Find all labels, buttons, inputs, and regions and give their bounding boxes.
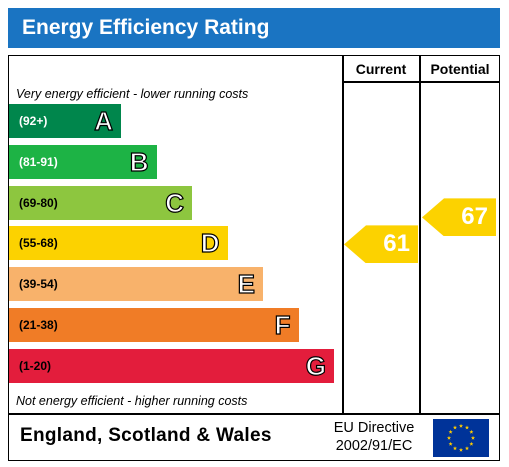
band-letter: G: [305, 350, 326, 381]
eu-star-icon: [448, 429, 453, 434]
band-letter: A: [94, 105, 114, 136]
eu-star-icon: [464, 425, 470, 430]
band-letter: C: [165, 187, 185, 218]
band-d: (55-68) D: [9, 226, 228, 261]
current-column-divider: [342, 55, 344, 414]
footer-country: England, Scotland & Wales: [20, 425, 272, 446]
eu-flag-icon: [433, 419, 489, 457]
eu-directive: EU Directive 2002/91/EC: [322, 419, 426, 455]
eu-star-icon: [452, 425, 458, 430]
eu-star-icon: [448, 441, 453, 446]
band-range: (21-38): [19, 318, 58, 332]
eu-star-icon: [446, 435, 452, 440]
eu-star-icon: [469, 441, 474, 446]
top-note: Very energy efficient - lower running co…: [16, 87, 249, 101]
band-letter: B: [129, 146, 149, 177]
band-f: (21-38) F: [9, 308, 299, 342]
band-range: (1-20): [19, 358, 52, 373]
current-rating-value: 61: [383, 230, 410, 258]
band-c: (69-80) C: [9, 185, 192, 220]
eu-star-icon: [452, 446, 458, 451]
rating-frame: [8, 55, 500, 461]
bottom-note: Not energy efficient - higher running co…: [16, 394, 248, 408]
band-letter: E: [237, 269, 256, 300]
band-range: (39-54): [19, 277, 58, 292]
band-range: (69-80): [19, 195, 58, 210]
eu-directive-line1: EU Directive: [333, 420, 415, 436]
band-range: (81-91): [19, 154, 58, 169]
band-b: (81-91) B: [9, 144, 157, 179]
current-column-header: Current: [355, 61, 407, 77]
band-g: (1-20) G: [9, 348, 334, 383]
band-letter: F: [274, 309, 291, 340]
eu-star-icon: [470, 435, 476, 440]
potential-rating-value: 67: [461, 203, 488, 231]
potential-column-header: Potential: [430, 61, 490, 77]
eu-star-icon: [469, 429, 474, 434]
eu-star-icon: [458, 423, 464, 428]
eu-star-icon: [458, 447, 464, 452]
eu-directive-line2: 2002/91/EC: [335, 438, 413, 454]
potential-column-divider: [419, 55, 421, 414]
eu-star-icon: [464, 446, 470, 451]
band-range: (55-68): [19, 236, 58, 251]
header-underline: [342, 81, 500, 83]
chart-title: Energy Efficiency Rating: [8, 8, 500, 48]
band-a: (92+) A: [9, 104, 121, 138]
band-range: (92+): [19, 114, 48, 128]
footer-divider: [8, 413, 500, 415]
band-letter: D: [200, 228, 220, 259]
band-e: (39-54) E: [9, 267, 263, 302]
